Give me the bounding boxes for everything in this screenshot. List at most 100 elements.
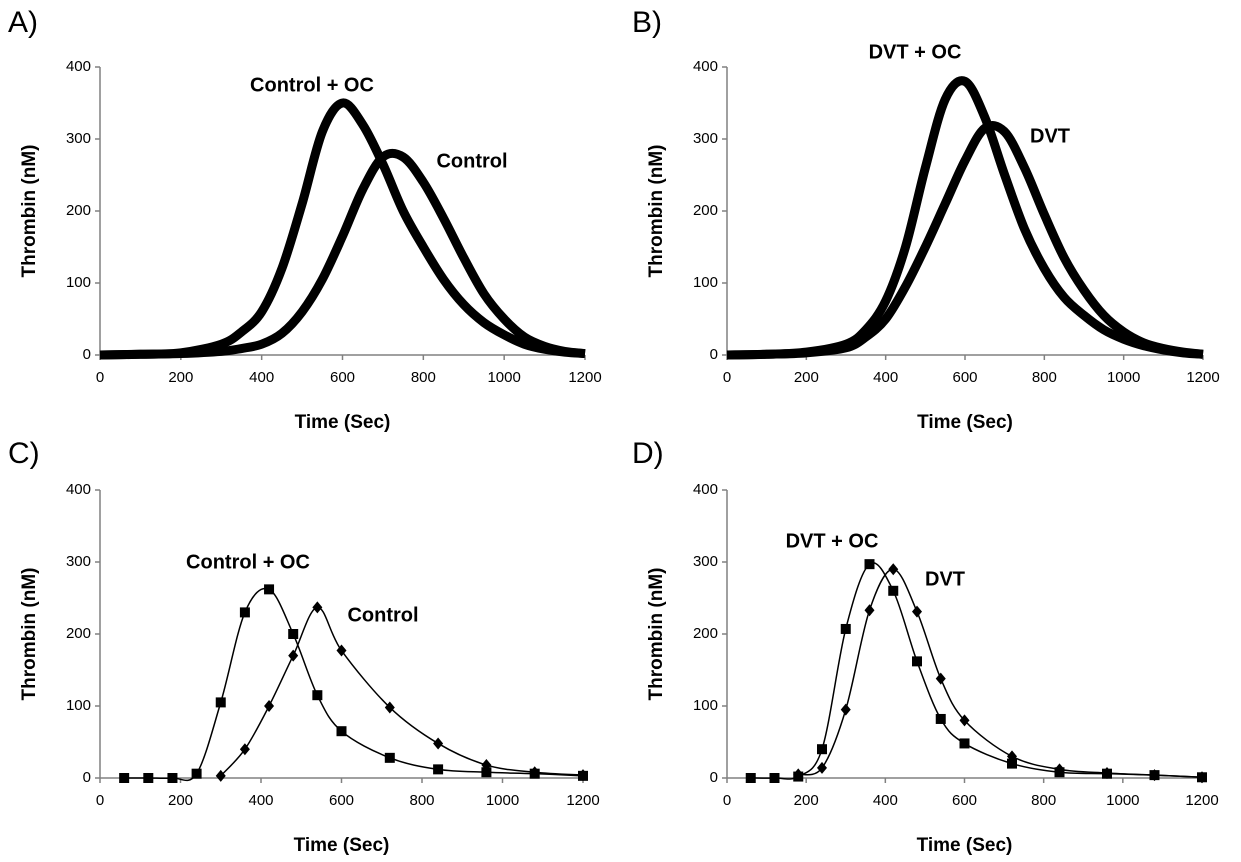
x-tick-label: 400 (873, 369, 898, 386)
diamond-marker (215, 769, 226, 782)
y-tick-label: 400 (66, 58, 91, 75)
square-marker (143, 773, 154, 783)
square-marker (191, 768, 202, 779)
x-tick-label: 400 (248, 792, 273, 809)
square-marker (167, 773, 178, 783)
x-tick-label: 1200 (568, 369, 601, 386)
diamond-marker (1102, 766, 1112, 779)
series-label: Control (436, 150, 507, 172)
diamond-marker (959, 714, 970, 727)
x-tick-label: 1200 (566, 792, 599, 809)
series-label: Control + OC (186, 551, 310, 573)
diamond-marker (1149, 769, 1160, 782)
x-tick-label: 800 (1032, 369, 1057, 386)
y-axis-label: Thrombin (nM) (646, 568, 667, 701)
square-marker (1007, 758, 1017, 769)
series-line (99, 98, 586, 360)
y-tick-label: 200 (693, 625, 718, 642)
y-tick-label: 0 (83, 769, 91, 786)
y-tick-label: 0 (710, 346, 718, 363)
square-marker (817, 744, 827, 755)
x-tick-label: 200 (168, 369, 193, 386)
x-axis-label: Time (Sec) (917, 835, 1013, 856)
diamond-marker (288, 649, 299, 662)
diamond-marker (336, 644, 347, 657)
y-tick-label: 200 (66, 202, 91, 219)
x-axis-label: Time (Sec) (917, 412, 1013, 433)
y-tick-label: 400 (66, 481, 91, 498)
y-tick-label: 100 (693, 697, 718, 714)
square-marker (215, 697, 226, 708)
diamond-marker (935, 672, 946, 685)
y-axis-label: Thrombin (nM) (19, 145, 40, 278)
panel-label: C) (8, 437, 40, 470)
diamond-marker (888, 563, 899, 576)
y-tick-label: 0 (83, 346, 91, 363)
y-tick-label: 300 (66, 553, 91, 570)
diamond-marker (793, 768, 804, 781)
square-marker (288, 629, 299, 639)
y-axis-label: Thrombin (nM) (646, 145, 667, 278)
diamond-marker (433, 737, 444, 750)
x-tick-label: 1000 (1106, 792, 1139, 809)
y-tick-label: 100 (66, 697, 91, 714)
y-tick-label: 100 (66, 274, 91, 291)
x-tick-label: 1200 (1185, 792, 1218, 809)
x-tick-label: 1000 (486, 792, 519, 809)
y-tick-label: 400 (693, 481, 718, 498)
y-tick-label: 300 (693, 553, 718, 570)
diamond-marker (312, 601, 323, 614)
y-tick-label: 200 (693, 202, 718, 219)
x-axis-label: Time (Sec) (294, 835, 390, 856)
diamond-marker (239, 743, 250, 756)
x-tick-label: 1200 (1186, 369, 1219, 386)
y-tick-label: 300 (66, 130, 91, 147)
x-tick-label: 600 (952, 792, 977, 809)
x-tick-label: 600 (329, 792, 354, 809)
x-tick-label: 800 (409, 792, 434, 809)
series-label: Control + OC (250, 74, 374, 96)
x-axis-label: Time (Sec) (295, 412, 391, 433)
x-tick-label: 200 (794, 369, 819, 386)
square-marker (433, 764, 444, 775)
diamond-marker (912, 605, 922, 618)
square-marker (959, 738, 970, 749)
square-marker (481, 767, 492, 778)
x-tick-label: 600 (330, 369, 355, 386)
x-tick-label: 0 (723, 369, 731, 386)
series-label: DVT + OC (869, 41, 962, 63)
x-tick-label: 1000 (487, 369, 520, 386)
series-label: DVT (925, 568, 965, 590)
panel-label: B) (632, 6, 662, 39)
diamond-marker (817, 761, 827, 774)
x-tick-label: 200 (794, 792, 819, 809)
x-tick-label: 600 (952, 369, 977, 386)
series-line (750, 562, 1203, 780)
x-tick-label: 400 (249, 369, 274, 386)
panel-label: D) (632, 437, 664, 470)
y-tick-label: 400 (693, 58, 718, 75)
square-marker (840, 623, 851, 634)
y-tick-label: 100 (693, 274, 718, 291)
x-tick-label: 200 (168, 792, 193, 809)
series-label: DVT (1030, 125, 1070, 147)
diamond-marker (529, 766, 540, 779)
series-line (798, 568, 1203, 779)
series-line (726, 121, 1204, 360)
y-axis-label: Thrombin (nM) (19, 568, 40, 701)
x-tick-label: 800 (411, 369, 436, 386)
square-marker (119, 773, 130, 783)
y-tick-label: 0 (710, 769, 718, 786)
series-label: Control (347, 604, 418, 626)
square-marker (239, 607, 250, 618)
square-marker (864, 559, 875, 570)
square-marker (935, 713, 946, 724)
series-label: DVT + OC (786, 530, 879, 552)
diamond-marker (1054, 763, 1065, 776)
diamond-marker (864, 604, 875, 617)
series-line (99, 148, 586, 360)
square-marker (264, 584, 275, 595)
diamond-marker (264, 700, 275, 712)
x-tick-label: 0 (723, 792, 731, 809)
square-marker (888, 585, 899, 596)
